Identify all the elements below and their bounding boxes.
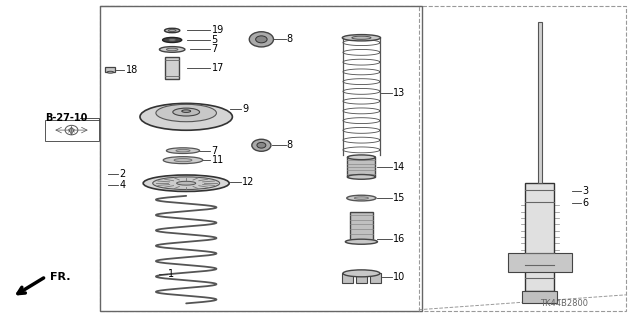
Text: 12: 12 [243, 177, 255, 187]
Text: 5: 5 [212, 35, 218, 45]
Ellipse shape [355, 197, 369, 199]
Text: 18: 18 [125, 65, 138, 75]
Ellipse shape [352, 36, 371, 39]
Ellipse shape [164, 28, 180, 33]
Text: 13: 13 [394, 88, 406, 98]
Ellipse shape [348, 174, 376, 179]
Text: 7: 7 [212, 44, 218, 55]
Text: 7: 7 [212, 146, 218, 156]
Text: 10: 10 [394, 271, 406, 281]
Ellipse shape [140, 103, 232, 130]
Text: B-27-10: B-27-10 [45, 113, 87, 123]
Bar [525, 183, 554, 291]
Bar [342, 273, 353, 283]
Text: 1: 1 [168, 269, 175, 279]
Bar [508, 253, 572, 272]
Ellipse shape [343, 270, 380, 277]
Ellipse shape [346, 239, 378, 244]
Text: 3: 3 [582, 186, 589, 196]
Ellipse shape [348, 155, 376, 160]
Ellipse shape [156, 104, 216, 122]
Ellipse shape [153, 177, 220, 189]
Ellipse shape [177, 181, 196, 185]
Ellipse shape [163, 37, 182, 42]
Bar [105, 67, 115, 72]
Text: 2: 2 [119, 169, 125, 179]
Text: TK44B2800: TK44B2800 [540, 299, 588, 308]
Ellipse shape [252, 139, 271, 151]
Text: 19: 19 [212, 26, 224, 35]
Ellipse shape [173, 108, 200, 116]
Ellipse shape [347, 195, 376, 201]
Ellipse shape [143, 175, 229, 191]
Text: 15: 15 [394, 193, 406, 203]
Text: 6: 6 [582, 198, 589, 208]
Ellipse shape [168, 29, 176, 32]
Bar [348, 157, 376, 177]
Ellipse shape [163, 157, 203, 164]
Ellipse shape [166, 48, 178, 51]
Text: 14: 14 [394, 162, 406, 172]
Ellipse shape [255, 36, 267, 43]
Ellipse shape [342, 34, 381, 41]
Ellipse shape [168, 39, 177, 41]
Text: 8: 8 [287, 34, 293, 44]
Bar [356, 273, 367, 283]
Ellipse shape [182, 110, 191, 112]
Text: 4: 4 [119, 180, 125, 190]
Bar [165, 57, 179, 78]
Text: 17: 17 [212, 63, 224, 73]
Text: 9: 9 [243, 104, 248, 114]
Text: 8: 8 [287, 140, 293, 150]
Ellipse shape [257, 142, 266, 148]
Bar [538, 22, 542, 183]
Text: FR.: FR. [51, 271, 71, 281]
Bar [522, 291, 557, 303]
Ellipse shape [176, 149, 190, 152]
Bar [350, 212, 373, 242]
FancyBboxPatch shape [100, 6, 626, 311]
Bar [370, 273, 381, 283]
Ellipse shape [249, 32, 273, 47]
Text: 16: 16 [394, 234, 406, 243]
Ellipse shape [159, 47, 185, 52]
Text: 11: 11 [212, 155, 224, 165]
Ellipse shape [107, 71, 113, 73]
Ellipse shape [166, 148, 200, 153]
Ellipse shape [174, 159, 192, 162]
FancyBboxPatch shape [100, 6, 422, 311]
